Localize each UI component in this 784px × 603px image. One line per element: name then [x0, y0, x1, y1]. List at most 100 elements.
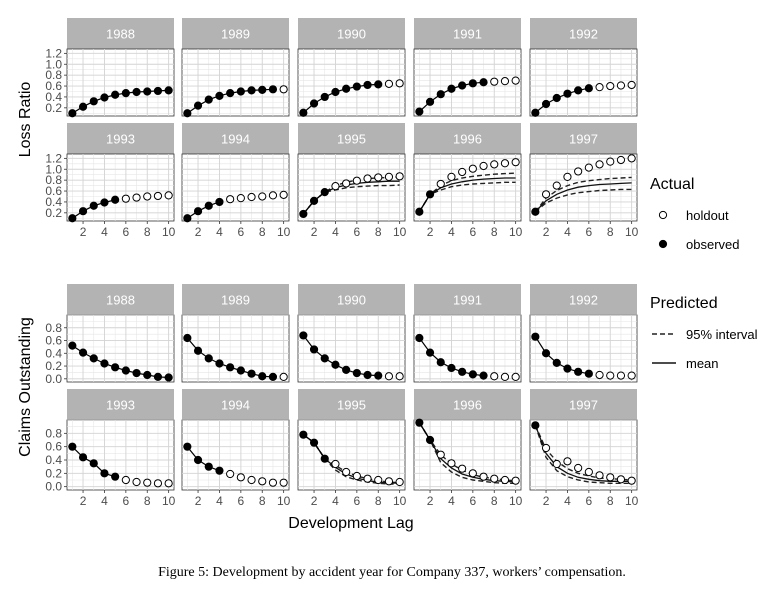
- observed-point: [479, 371, 488, 380]
- y-axis-title: Loss Ratio: [17, 82, 34, 158]
- holdout-point: [384, 477, 394, 486]
- x-tick-label: 4: [332, 494, 339, 508]
- observed-point: [363, 370, 372, 380]
- y-tick-label: 0.0: [45, 372, 62, 386]
- x-tick-label: 6: [586, 225, 593, 239]
- mean-line: [534, 182, 632, 213]
- interval-upper-line: [534, 176, 632, 213]
- holdout-point: [552, 181, 561, 190]
- x-tick-label: 8: [259, 494, 266, 508]
- y-tick-label: 0.4: [45, 346, 62, 360]
- facet-panel: 1991: [413, 284, 522, 383]
- observed-point: [204, 95, 213, 104]
- figure-caption: Figure 5: Development by accident year f…: [158, 565, 626, 580]
- facet-strip-label: 1991: [453, 27, 482, 42]
- observed-point: [153, 372, 163, 381]
- holdout-point: [384, 79, 394, 88]
- x-tick-label: 6: [354, 225, 361, 239]
- holdout-point: [447, 459, 456, 468]
- observed-point: [193, 207, 203, 216]
- observed-point: [415, 207, 424, 216]
- panel-background: [66, 314, 175, 383]
- holdout-point: [121, 475, 130, 485]
- facet-strip: [414, 123, 521, 154]
- observed-point: [236, 87, 245, 96]
- observed-point: [204, 354, 213, 363]
- x-tick-label: 6: [354, 494, 361, 508]
- holdout-point: [627, 154, 636, 163]
- holdout-point: [436, 179, 445, 189]
- holdout-point: [511, 372, 520, 381]
- holdout-point: [331, 459, 340, 469]
- observed-point: [541, 99, 551, 109]
- facet-strip-label: 1992: [569, 293, 598, 308]
- holdout-point: [616, 155, 626, 165]
- observed-point: [111, 363, 120, 372]
- x-tick-label: 8: [607, 494, 614, 508]
- x-tick-label: 6: [586, 494, 593, 508]
- observed-point: [78, 207, 88, 216]
- observed-point: [374, 371, 383, 380]
- holdout-point: [479, 472, 488, 481]
- holdout-point: [500, 372, 510, 381]
- observed-point: [352, 368, 361, 378]
- x-tick-label: 2: [311, 225, 318, 239]
- facet-strip-label: 1990: [337, 293, 366, 308]
- x-tick-label: 8: [375, 225, 382, 239]
- observed-point: [331, 360, 340, 369]
- x-tick-label: 2: [80, 494, 87, 508]
- interval-lower-line: [302, 184, 400, 215]
- mean-line: [534, 425, 632, 482]
- holdout-point: [500, 77, 510, 86]
- observed-point: [164, 86, 173, 95]
- holdout-point: [606, 371, 615, 380]
- observed-point: [574, 86, 583, 95]
- holdout-point: [143, 478, 152, 487]
- observed-point: [425, 435, 435, 445]
- holdout-point: [584, 467, 593, 477]
- observed-point: [143, 87, 152, 96]
- x-tick-label: 10: [277, 494, 291, 508]
- facet-strip: [182, 123, 289, 154]
- legend-actual-title: Actual: [650, 176, 694, 193]
- holdout-point: [552, 459, 561, 469]
- x-tick-label: 4: [216, 494, 223, 508]
- observed-point: [415, 333, 424, 343]
- holdout-point: [395, 372, 404, 381]
- observed-point: [447, 84, 456, 93]
- observed-point: [363, 80, 372, 90]
- observed-point: [164, 373, 173, 382]
- holdout-point: [395, 172, 404, 181]
- observed-point: [468, 370, 477, 379]
- mean-line: [418, 177, 516, 213]
- legend-observed-label: observed: [686, 237, 739, 252]
- observed-point: [468, 79, 477, 88]
- x-tick-label: 10: [162, 225, 176, 239]
- x-tick-label: 2: [543, 494, 550, 508]
- observed-point: [204, 201, 213, 210]
- panel-background: [413, 314, 522, 383]
- holdout-point: [132, 477, 141, 487]
- x-tick-label: 6: [238, 225, 245, 239]
- y-tick-label: 0.2: [45, 101, 62, 115]
- observed-point: [479, 78, 488, 87]
- observed-point: [153, 86, 163, 96]
- observed-point: [320, 188, 329, 197]
- holdout-point: [574, 463, 583, 473]
- observed-point: [78, 102, 88, 111]
- facet-panel: 1997 2 4 6 8 10: [529, 389, 639, 508]
- facet-panel: 1989: [181, 284, 290, 383]
- y-tick-label: 0.8: [45, 426, 62, 440]
- observed-point: [584, 369, 593, 378]
- observed-point: [299, 331, 308, 340]
- observed-point: [458, 81, 467, 90]
- y-tick-label: 0.6: [45, 184, 62, 198]
- observed-line: [186, 446, 220, 472]
- interval-upper-line: [534, 425, 632, 481]
- y-tick-label: 0.4: [45, 453, 62, 467]
- observed-point: [111, 90, 120, 99]
- x-tick-label: 10: [162, 494, 176, 508]
- holdout-point: [500, 159, 510, 168]
- facet-strip: [530, 123, 637, 154]
- x-tick-label: 6: [123, 225, 130, 239]
